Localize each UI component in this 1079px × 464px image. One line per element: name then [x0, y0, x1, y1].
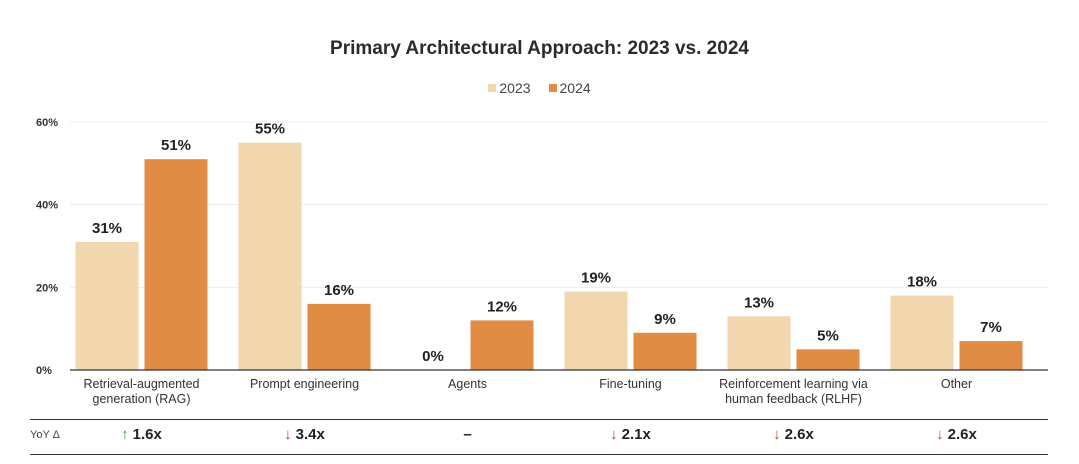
- bar-2024-4: [796, 349, 860, 370]
- arrow-down-icon: ↓: [936, 426, 944, 443]
- x-tick-label: Agents: [448, 377, 487, 391]
- yoy-value: 3.4x: [295, 426, 325, 443]
- arrow-down-icon: ↓: [610, 426, 618, 443]
- data-label-2024-4: 5%: [817, 327, 839, 344]
- bar-2024-0: [144, 159, 208, 370]
- data-label-2023-1: 55%: [255, 121, 285, 138]
- legend: 2023 2024: [0, 80, 1079, 96]
- x-tick-label: generation (RAG): [93, 392, 191, 406]
- bar-2023-1: [238, 142, 302, 370]
- y-tick-label: 20%: [36, 282, 58, 294]
- arrow-up-icon: ↑: [121, 426, 129, 443]
- arrow-down-icon: ↓: [773, 426, 781, 443]
- yoy-row: YoY Δ ↑ 1.6x ↓ 3.4x – ↓ 2.1x ↓ 2.6x ↓ 2.6x: [30, 420, 1048, 454]
- yoy-bottom-rule: [30, 454, 1048, 455]
- yoy-value: 1.6x: [132, 426, 162, 443]
- legend-swatch-2024: [548, 84, 557, 92]
- bar-2024-5: [959, 341, 1023, 370]
- yoy-value: 2.6x: [784, 426, 814, 443]
- data-label-2023-4: 13%: [744, 294, 774, 311]
- yoy-value: 2.1x: [621, 426, 651, 443]
- yoy-cell: ↓ 2.1x: [610, 426, 651, 443]
- yoy-cell: ↓ 2.6x: [773, 426, 814, 443]
- yoy-top-rule: [30, 419, 1048, 420]
- data-label-2023-5: 18%: [907, 274, 937, 291]
- yoy-cell: ↓ 3.4x: [284, 426, 325, 443]
- x-tick-label: Reinforcement learning via: [719, 377, 868, 391]
- data-label-2023-3: 19%: [581, 269, 611, 286]
- data-label-2024-2: 12%: [487, 298, 517, 315]
- data-label-2024-1: 16%: [324, 282, 354, 299]
- x-tick-label: Fine-tuning: [599, 377, 662, 391]
- legend-label-2023: 2023: [499, 80, 531, 96]
- data-label-2024-5: 7%: [980, 319, 1002, 336]
- bar-chart: 0% 20% 40% 60% 31% 55% 0% 19% 13% 18% 51% 16% 12% 9% 5…: [36, 117, 1048, 406]
- y-tick-label: 60%: [36, 117, 58, 129]
- bar-2023-5: [890, 295, 954, 370]
- bar-2024-1: [307, 303, 371, 370]
- bar-2023-3: [564, 291, 628, 370]
- y-tick-label: 0%: [36, 365, 52, 377]
- chart-title: Primary Architectural Approach: 2023 vs.…: [330, 38, 749, 59]
- legend-swatch-2023: [488, 84, 497, 92]
- yoy-value: –: [463, 426, 472, 443]
- data-label-2024-3: 9%: [654, 311, 676, 328]
- bar-2023-4: [727, 316, 791, 370]
- yoy-cell: ↓ 2.6x: [936, 426, 977, 443]
- x-tick-label: human feedback (RLHF): [725, 392, 862, 406]
- x-tick-label: Retrieval-augmented: [83, 377, 199, 391]
- bar-2023-0: [75, 241, 139, 370]
- bar-2024-2: [470, 320, 534, 370]
- yoy-cell: ↑ 1.6x: [121, 426, 162, 443]
- data-label-2023-0: 31%: [92, 220, 122, 237]
- data-label-2024-0: 51%: [161, 137, 191, 154]
- x-tick-label: Other: [941, 377, 972, 391]
- yoy-label: YoY Δ: [30, 429, 60, 441]
- y-tick-label: 40%: [36, 200, 58, 212]
- yoy-value: 2.6x: [947, 426, 977, 443]
- bar-2024-3: [633, 332, 697, 370]
- legend-item-2023: 2023: [488, 80, 531, 96]
- yoy-cell: –: [463, 426, 471, 443]
- x-tick-label: Prompt engineering: [250, 377, 359, 391]
- arrow-down-icon: ↓: [284, 426, 292, 443]
- data-label-2023-2: 0%: [422, 348, 444, 365]
- legend-item-2024: 2024: [548, 80, 591, 96]
- legend-label-2024: 2024: [559, 80, 591, 96]
